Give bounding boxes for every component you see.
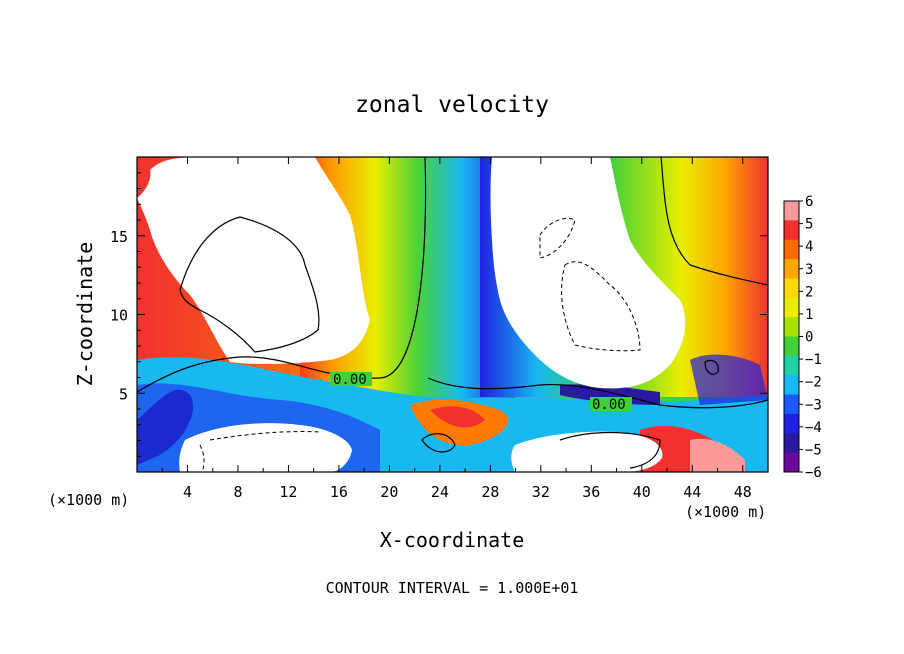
- colorbar-label: 3: [805, 262, 813, 278]
- y-tick-label: 15: [110, 228, 128, 246]
- colorbar-label: 1: [805, 307, 813, 323]
- plot-field: [137, 157, 768, 472]
- colorbar-swatch: [784, 336, 799, 357]
- colorbar-label: −3: [805, 397, 822, 413]
- x-tick-label: 32: [532, 483, 550, 501]
- colorbar-label: −6: [805, 465, 822, 481]
- colorbar-swatch: [784, 375, 799, 396]
- y-tick-label: 5: [119, 385, 128, 403]
- colorbar-swatch: [784, 394, 799, 415]
- colorbar-swatch: [784, 413, 799, 434]
- colorbar-swatch: [784, 259, 799, 279]
- colorbar-label: 5: [805, 217, 813, 233]
- colorbar-label: 4: [805, 239, 813, 255]
- x-tick-label: 4: [183, 483, 192, 501]
- colorbar-swatch: [784, 452, 799, 473]
- x-tick-label: 24: [431, 483, 449, 501]
- colorbar-swatch: [784, 355, 799, 376]
- x-tick-label: 20: [380, 483, 398, 501]
- colorbar-swatch: [784, 239, 799, 260]
- colorbar-label: −5: [805, 442, 822, 458]
- colorbar-swatch: [784, 433, 799, 454]
- y-axis-label: Z-coordinate: [73, 242, 97, 387]
- colorbar-swatch: [784, 201, 799, 221]
- x-unit-right: (×1000 m): [685, 503, 766, 521]
- colorbar-label: −2: [805, 375, 822, 391]
- x-unit-left: (×1000 m): [48, 491, 129, 509]
- contour-label-1: 0.00: [333, 372, 367, 388]
- colorbar-label: 6: [805, 194, 813, 210]
- chart-title: zonal velocity: [355, 92, 549, 118]
- colorbar-label: 2: [805, 284, 813, 300]
- colorbar-swatch: [784, 220, 799, 241]
- colorbar-label: −4: [805, 420, 822, 436]
- x-axis-ticks: 4 8 12 16 20 24 28 32 36 40 44 48: [161, 157, 752, 501]
- x-axis-label: X-coordinate: [380, 528, 525, 552]
- x-tick-label: 48: [734, 483, 752, 501]
- x-tick-label: 12: [279, 483, 297, 501]
- colorbar-label: 0: [805, 330, 813, 346]
- y-tick-label: 10: [110, 307, 128, 325]
- colorbar-swatch: [784, 297, 799, 318]
- colorbar-swatch: [784, 278, 799, 299]
- x-tick-label: 36: [582, 483, 600, 501]
- colorbar-label: −1: [805, 352, 822, 368]
- contour-interval-note: CONTOUR INTERVAL = 1.000E+01: [326, 579, 579, 597]
- x-tick-label: 8: [233, 483, 242, 501]
- colorbar: 6 5 4 3 2 1 0 −1 −2 −3 −4 −5 −6: [783, 194, 822, 481]
- contour-label-2: 0.00: [592, 397, 626, 413]
- colorbar-swatch: [784, 317, 799, 337]
- x-tick-label: 44: [683, 483, 701, 501]
- x-tick-label: 28: [481, 483, 499, 501]
- x-tick-label: 16: [330, 483, 348, 501]
- x-tick-label: 40: [633, 483, 651, 501]
- y-axis-ticks: 5 10 15: [110, 172, 768, 457]
